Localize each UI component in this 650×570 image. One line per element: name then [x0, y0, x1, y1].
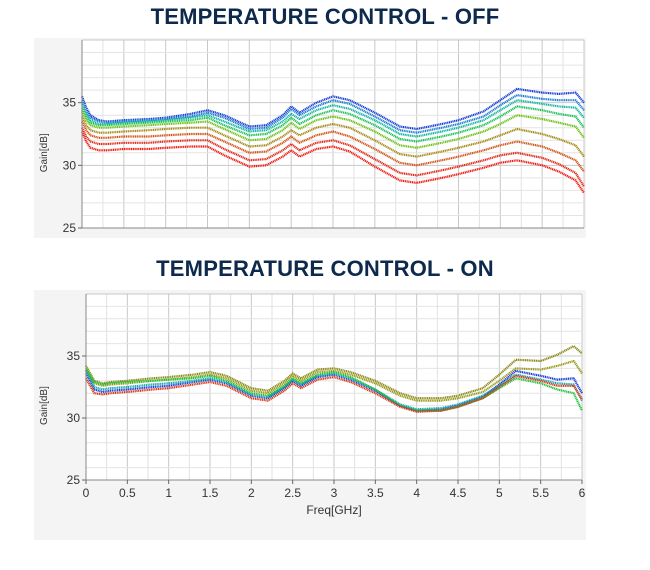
series-group [80, 87, 585, 194]
series-line-1 [85, 359, 583, 402]
series-line-8 [80, 131, 585, 194]
series-line-5 [81, 116, 585, 158]
y-tick-label: 35 [63, 96, 77, 110]
series-group [85, 344, 583, 413]
x-tick-label: 1 [165, 486, 172, 500]
x-tick-label: 6 [579, 486, 586, 500]
grid [85, 293, 583, 481]
x-axis-label: Freq[GHz] [306, 503, 361, 517]
x-tick-label: 4 [413, 486, 420, 500]
y-tick-label: 35 [67, 349, 81, 363]
y-axis-label: Gain[dB] [39, 133, 50, 172]
chart-off: 35 30 25 Gain[dB] [39, 39, 585, 235]
chart-on: 35 30 250 0.5 1 1.5 2 2.5 3 3.5 4 4.5 5 5.5 6 Gain[dB] F… [39, 293, 586, 517]
series-line-4 [81, 110, 585, 149]
series-line-0 [80, 87, 585, 131]
series-line-3 [85, 370, 583, 411]
chart-title-on: TEMPERATURE CONTROL - ON [156, 256, 494, 281]
chart-panel-off: 35 30 25 Gain[dB] [34, 38, 586, 238]
x-tick-label: 2 [248, 486, 255, 500]
y-tick-label: 30 [67, 411, 81, 425]
series-line-6 [81, 121, 585, 173]
x-tick-label: 3 [331, 486, 338, 500]
series-line-3 [81, 105, 585, 143]
chart-title-off: TEMPERATURE CONTROL - OFF [150, 4, 500, 29]
series-line-5 [85, 374, 583, 413]
y-tick-label: 25 [63, 221, 77, 235]
x-tick-label: 5.5 [532, 486, 549, 500]
series-line-4 [85, 367, 583, 412]
x-tick-label: 4.5 [450, 486, 467, 500]
series-line-1 [80, 93, 585, 134]
x-tick-label: 5 [496, 486, 503, 500]
y-tick-label: 30 [63, 158, 77, 172]
x-tick-label: 2.5 [284, 486, 301, 500]
x-tick-label: 3.5 [367, 486, 384, 500]
series-line-7 [81, 127, 585, 188]
y-tick-label: 25 [67, 473, 81, 487]
series-line-2 [80, 99, 585, 138]
chart-panel-on: 35 30 25 0 0.5 1 1.5 2 2.5 3 3.5 4 4.5 5 5.5 6 Gain[dB] F… [34, 290, 586, 540]
series-line-0 [85, 344, 583, 400]
y-axis-label: Gain[dB] [39, 386, 50, 425]
x-tick-label: 1.5 [202, 486, 219, 500]
x-tick-label: 0 [83, 486, 90, 500]
x-tick-label: 0.5 [119, 486, 136, 500]
